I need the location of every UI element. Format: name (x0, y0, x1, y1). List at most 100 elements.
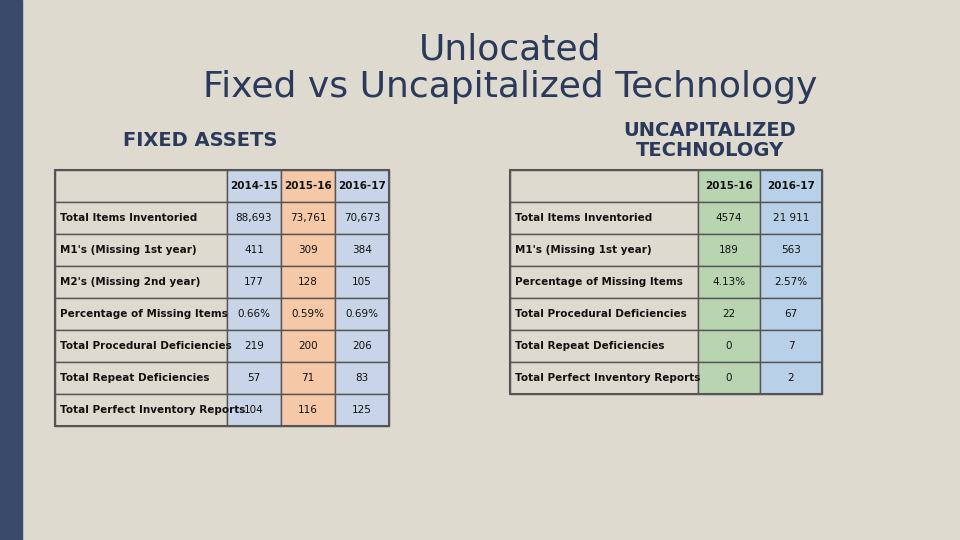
Bar (227, 362, 281, 394)
Text: 4574: 4574 (716, 213, 742, 223)
Bar (227, 266, 281, 298)
Text: Total Repeat Deficiencies: Total Repeat Deficiencies (515, 341, 664, 351)
Bar (698, 234, 760, 266)
Text: 57: 57 (248, 373, 260, 383)
Text: 104: 104 (244, 405, 264, 415)
Text: Total Procedural Deficiencies: Total Procedural Deficiencies (515, 309, 686, 319)
Bar (55, 234, 227, 266)
Bar (760, 234, 822, 266)
Bar (281, 202, 335, 234)
Text: 2016-17: 2016-17 (767, 181, 815, 191)
Bar (281, 394, 335, 426)
Bar (698, 330, 760, 362)
Text: 200: 200 (299, 341, 318, 351)
Text: 128: 128 (298, 277, 318, 287)
Bar (760, 362, 822, 394)
Text: 2015-16: 2015-16 (284, 181, 332, 191)
Bar (510, 362, 698, 394)
Bar (510, 202, 698, 234)
Text: Total Items Inventoried: Total Items Inventoried (60, 213, 197, 223)
Text: 21 911: 21 911 (773, 213, 809, 223)
Text: 384: 384 (352, 245, 372, 255)
Bar (335, 362, 389, 394)
Text: M1's (Missing 1st year): M1's (Missing 1st year) (60, 245, 197, 255)
Bar (335, 298, 389, 330)
Text: 0: 0 (726, 341, 732, 351)
Bar (55, 170, 389, 426)
Bar (281, 266, 335, 298)
Bar (55, 170, 389, 426)
Text: 219: 219 (244, 341, 264, 351)
Bar (227, 202, 281, 234)
Text: 309: 309 (299, 245, 318, 255)
Text: FIXED ASSETS: FIXED ASSETS (123, 131, 277, 150)
Bar (335, 234, 389, 266)
Bar (0, 0, 22, 540)
Text: Fixed vs Uncapitalized Technology: Fixed vs Uncapitalized Technology (203, 70, 817, 104)
Text: 0: 0 (726, 373, 732, 383)
Bar (510, 234, 698, 266)
Bar (335, 202, 389, 234)
Bar (227, 298, 281, 330)
Bar (281, 330, 335, 362)
Text: Total Procedural Deficiencies: Total Procedural Deficiencies (60, 341, 231, 351)
Bar (698, 170, 760, 202)
Bar (55, 394, 227, 426)
Text: Total Items Inventoried: Total Items Inventoried (515, 213, 652, 223)
Bar (510, 170, 822, 394)
Bar (227, 170, 281, 202)
Bar (227, 394, 281, 426)
Bar (55, 266, 227, 298)
Text: 71: 71 (301, 373, 315, 383)
Bar (510, 170, 698, 202)
Bar (698, 202, 760, 234)
Text: Percentage of Missing Items: Percentage of Missing Items (60, 309, 228, 319)
Bar (510, 298, 698, 330)
Text: 189: 189 (719, 245, 739, 255)
Text: 0.66%: 0.66% (237, 309, 271, 319)
Text: Unlocated: Unlocated (419, 33, 601, 67)
Text: 7: 7 (788, 341, 794, 351)
Bar (760, 266, 822, 298)
Bar (760, 330, 822, 362)
Text: 73,761: 73,761 (290, 213, 326, 223)
Bar (698, 266, 760, 298)
Text: M2's (Missing 2nd year): M2's (Missing 2nd year) (60, 277, 201, 287)
Text: M1's (Missing 1st year): M1's (Missing 1st year) (515, 245, 652, 255)
Bar (335, 330, 389, 362)
Text: UNCAPITALIZED: UNCAPITALIZED (624, 120, 797, 139)
Bar (510, 266, 698, 298)
Text: 2.57%: 2.57% (775, 277, 807, 287)
Text: 88,693: 88,693 (236, 213, 273, 223)
Bar (281, 298, 335, 330)
Text: 2014-15: 2014-15 (230, 181, 278, 191)
Text: Total Perfect Inventory Reports: Total Perfect Inventory Reports (515, 373, 701, 383)
Text: TECHNOLOGY: TECHNOLOGY (636, 140, 784, 159)
Text: 22: 22 (722, 309, 735, 319)
Bar (281, 170, 335, 202)
Bar (335, 170, 389, 202)
Text: Percentage of Missing Items: Percentage of Missing Items (515, 277, 683, 287)
Text: 206: 206 (352, 341, 372, 351)
Bar (760, 202, 822, 234)
Bar (698, 362, 760, 394)
Bar (55, 202, 227, 234)
Text: 83: 83 (355, 373, 369, 383)
Text: 411: 411 (244, 245, 264, 255)
Bar (55, 170, 227, 202)
Text: 105: 105 (352, 277, 372, 287)
Bar (281, 234, 335, 266)
Text: Total Repeat Deficiencies: Total Repeat Deficiencies (60, 373, 209, 383)
Text: 125: 125 (352, 405, 372, 415)
Bar (760, 170, 822, 202)
Text: 67: 67 (784, 309, 798, 319)
Text: 4.13%: 4.13% (712, 277, 746, 287)
Bar (335, 266, 389, 298)
Text: 2016-17: 2016-17 (338, 181, 386, 191)
Bar (55, 298, 227, 330)
Bar (55, 330, 227, 362)
Bar (227, 234, 281, 266)
Text: 70,673: 70,673 (344, 213, 380, 223)
Text: 2: 2 (788, 373, 794, 383)
Bar (227, 330, 281, 362)
